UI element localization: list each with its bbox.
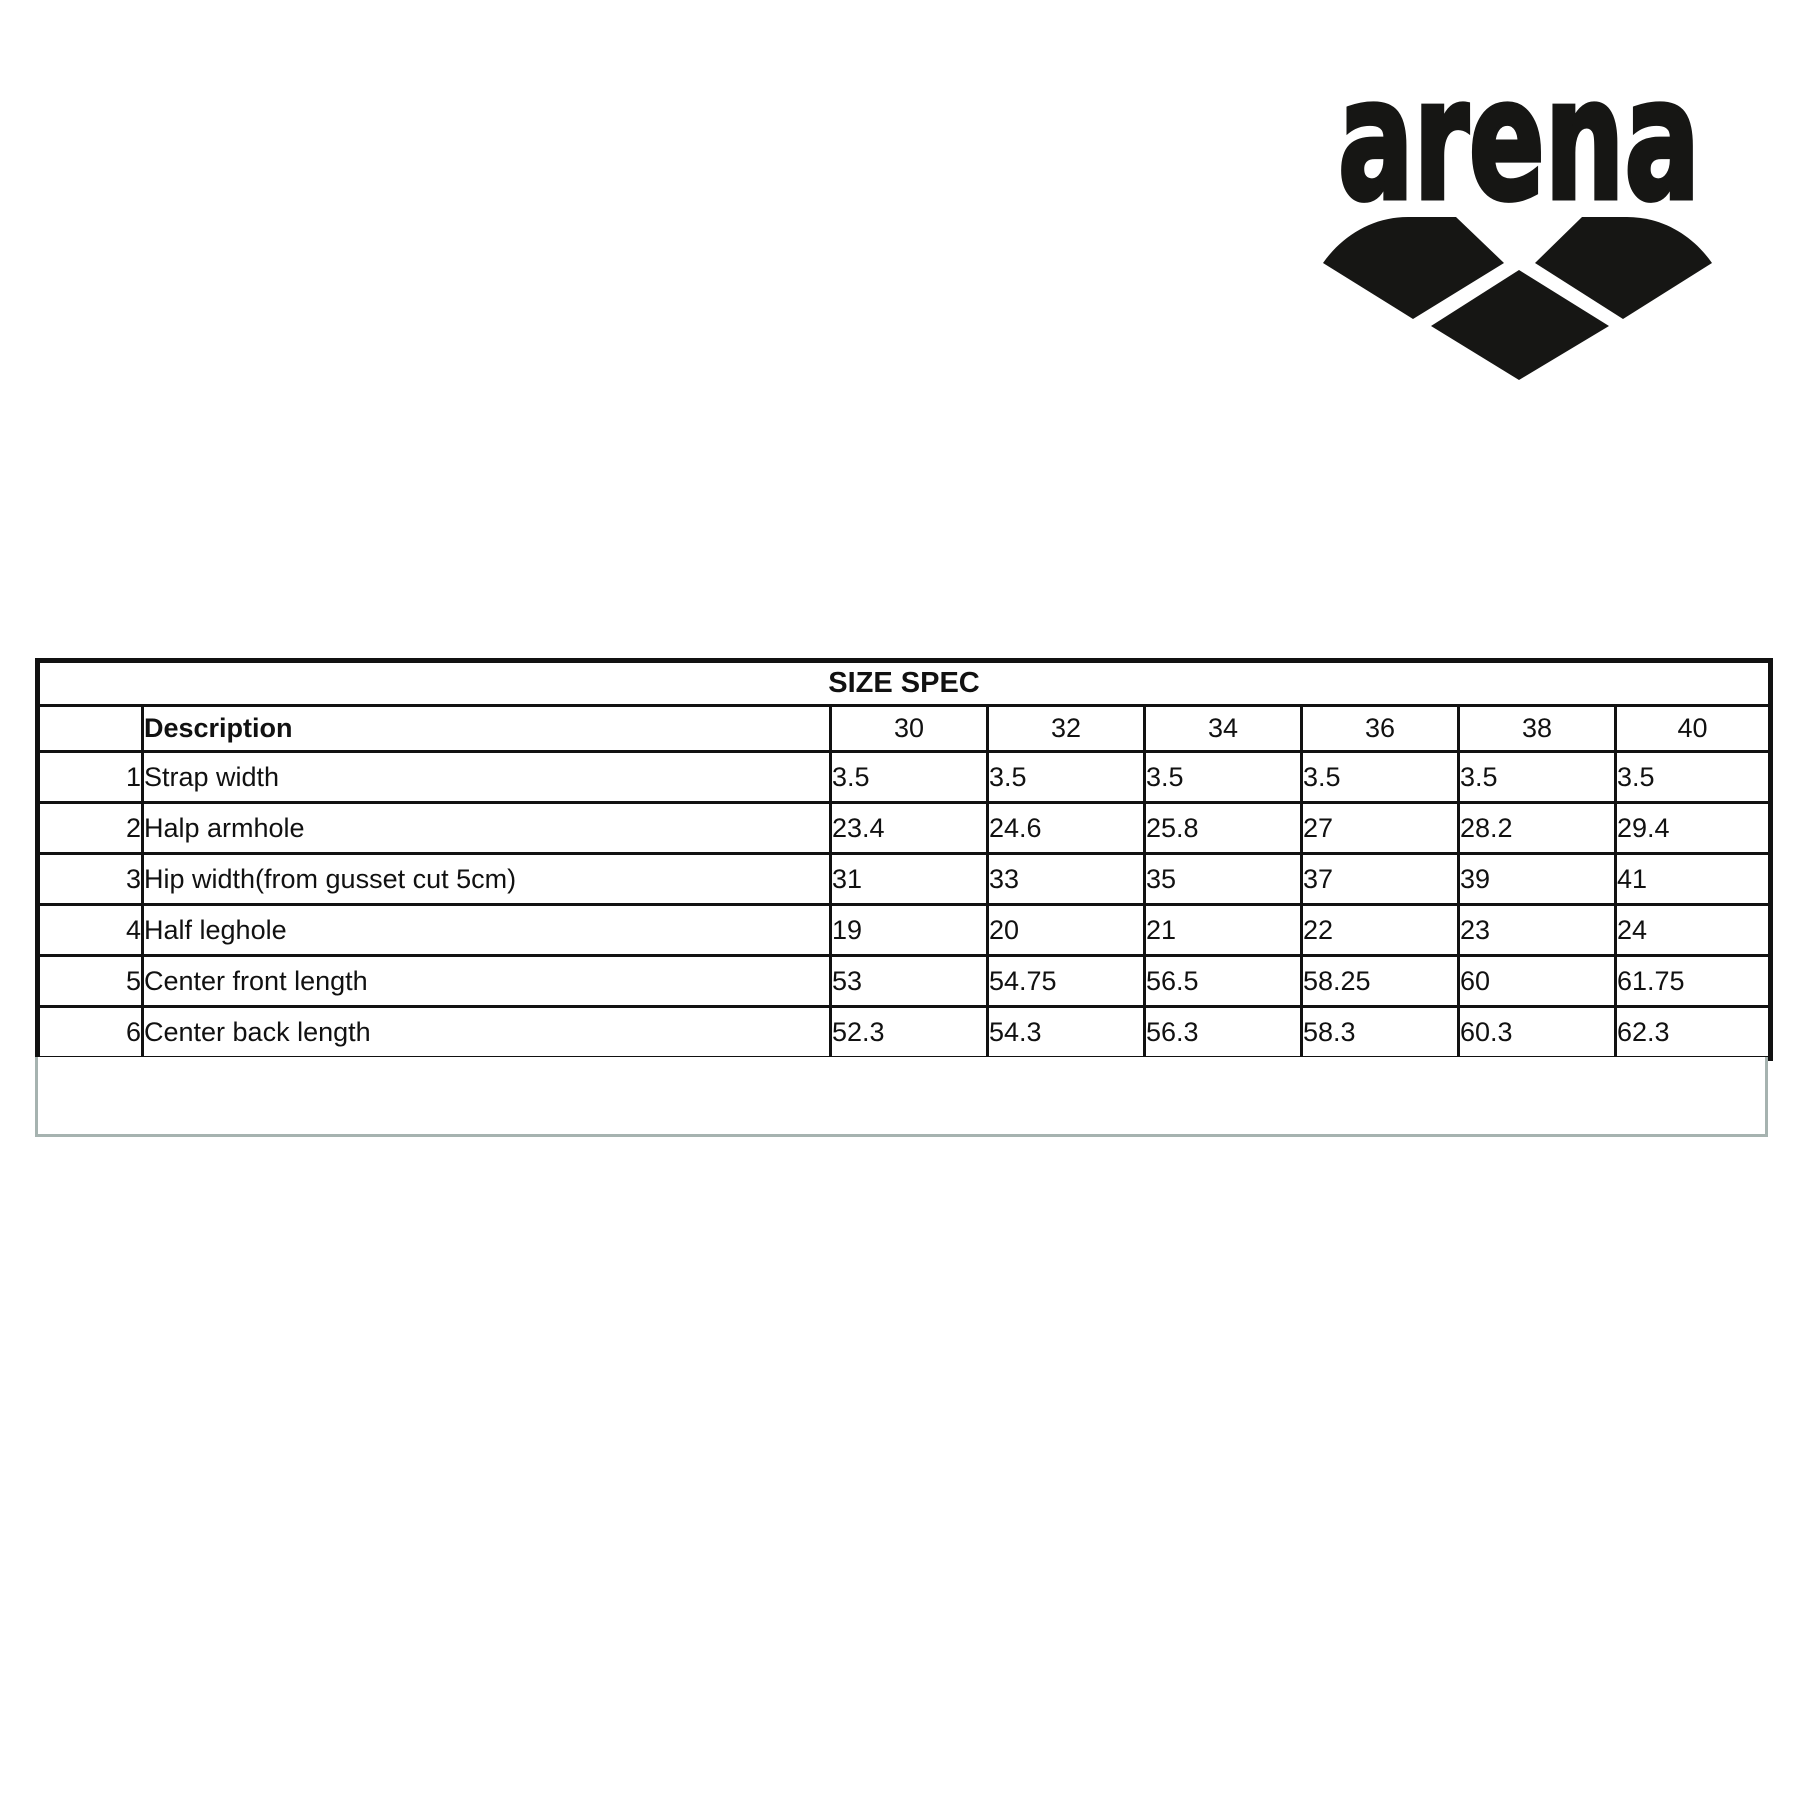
logo-diamond-left-icon xyxy=(1323,217,1504,319)
value-cell: 22 xyxy=(1300,903,1460,957)
description-cell: Half leghole xyxy=(141,903,832,957)
description-column-header: Description xyxy=(141,704,832,753)
description-cell: Halp armhole xyxy=(141,801,832,855)
value-cell: 39 xyxy=(1457,852,1617,906)
value-cell: 29.4 xyxy=(1614,801,1772,855)
value-cell: 61.75 xyxy=(1614,954,1772,1008)
value-cell: 3.5 xyxy=(1300,750,1460,804)
value-cell: 25.8 xyxy=(1143,801,1303,855)
value-cell: 35 xyxy=(1143,852,1303,906)
table-row: 2 Halp armhole 23.4 24.6 25.8 27 28.2 29… xyxy=(36,801,1772,855)
value-cell: 56.5 xyxy=(1143,954,1303,1008)
row-number-cell: 1 xyxy=(36,750,144,804)
table-header-row: Description 30 32 34 36 38 40 xyxy=(36,704,1772,753)
description-cell: Strap width xyxy=(141,750,832,804)
table-row: 1 Strap width 3.5 3.5 3.5 3.5 3.5 3.5 xyxy=(36,750,1772,804)
value-cell: 3.5 xyxy=(1614,750,1772,804)
arena-logo: arena xyxy=(1320,40,1715,385)
value-cell: 20 xyxy=(986,903,1146,957)
size-column-header-30: 30 xyxy=(829,704,989,753)
value-cell: 19 xyxy=(829,903,989,957)
value-cell: 31 xyxy=(829,852,989,906)
value-cell: 28.2 xyxy=(1457,801,1617,855)
value-cell: 62.3 xyxy=(1614,1005,1772,1060)
table-row: 6 Center back length 52.3 54.3 56.3 58.3… xyxy=(36,1005,1772,1060)
value-cell: 60.3 xyxy=(1457,1005,1617,1060)
value-cell: 58.3 xyxy=(1300,1005,1460,1060)
arena-logo-svg: arena xyxy=(1323,40,1712,380)
value-cell: 24.6 xyxy=(986,801,1146,855)
table-title-row: SIZE SPEC xyxy=(36,659,1772,707)
value-cell: 27 xyxy=(1300,801,1460,855)
value-cell: 41 xyxy=(1614,852,1772,906)
logo-diamond-center-icon xyxy=(1431,270,1609,380)
value-cell: 21 xyxy=(1143,903,1303,957)
size-column-header-32: 32 xyxy=(986,704,1146,753)
value-cell: 23.4 xyxy=(829,801,989,855)
value-cell: 33 xyxy=(986,852,1146,906)
value-cell: 3.5 xyxy=(829,750,989,804)
value-cell: 37 xyxy=(1300,852,1460,906)
row-number-cell: 6 xyxy=(36,1005,144,1060)
table-title: SIZE SPEC xyxy=(36,659,1772,707)
value-cell: 24 xyxy=(1614,903,1772,957)
value-cell: 52.3 xyxy=(829,1005,989,1060)
value-cell: 54.75 xyxy=(986,954,1146,1008)
value-cell: 58.25 xyxy=(1300,954,1460,1008)
table-row: 3 Hip width(from gusset cut 5cm) 31 33 3… xyxy=(36,852,1772,906)
value-cell: 60 xyxy=(1457,954,1617,1008)
logo-diamond-right-icon xyxy=(1535,217,1712,319)
description-cell: Hip width(from gusset cut 5cm) xyxy=(141,852,832,906)
description-cell: Center front length xyxy=(141,954,832,1008)
value-cell: 3.5 xyxy=(1457,750,1617,804)
row-number-cell: 5 xyxy=(36,954,144,1008)
header-empty-cell xyxy=(36,704,144,753)
value-cell: 3.5 xyxy=(1143,750,1303,804)
row-number-cell: 2 xyxy=(36,801,144,855)
description-cell: Center back length xyxy=(141,1005,832,1060)
size-spec-table: SIZE SPEC Description 30 32 34 36 38 40 … xyxy=(35,658,1773,1061)
value-cell: 56.3 xyxy=(1143,1005,1303,1060)
table-row: 5 Center front length 53 54.75 56.5 58.2… xyxy=(36,954,1772,1008)
value-cell: 3.5 xyxy=(986,750,1146,804)
empty-footer-box xyxy=(35,1057,1768,1137)
size-column-header-40: 40 xyxy=(1614,704,1772,753)
size-column-header-34: 34 xyxy=(1143,704,1303,753)
value-cell: 23 xyxy=(1457,903,1617,957)
size-column-header-36: 36 xyxy=(1300,704,1460,753)
value-cell: 53 xyxy=(829,954,989,1008)
arena-wordmark: arena xyxy=(1338,95,1700,238)
row-number-cell: 4 xyxy=(36,903,144,957)
table-row: 4 Half leghole 19 20 21 22 23 24 xyxy=(36,903,1772,957)
row-number-cell: 3 xyxy=(36,852,144,906)
size-column-header-38: 38 xyxy=(1457,704,1617,753)
value-cell: 54.3 xyxy=(986,1005,1146,1060)
